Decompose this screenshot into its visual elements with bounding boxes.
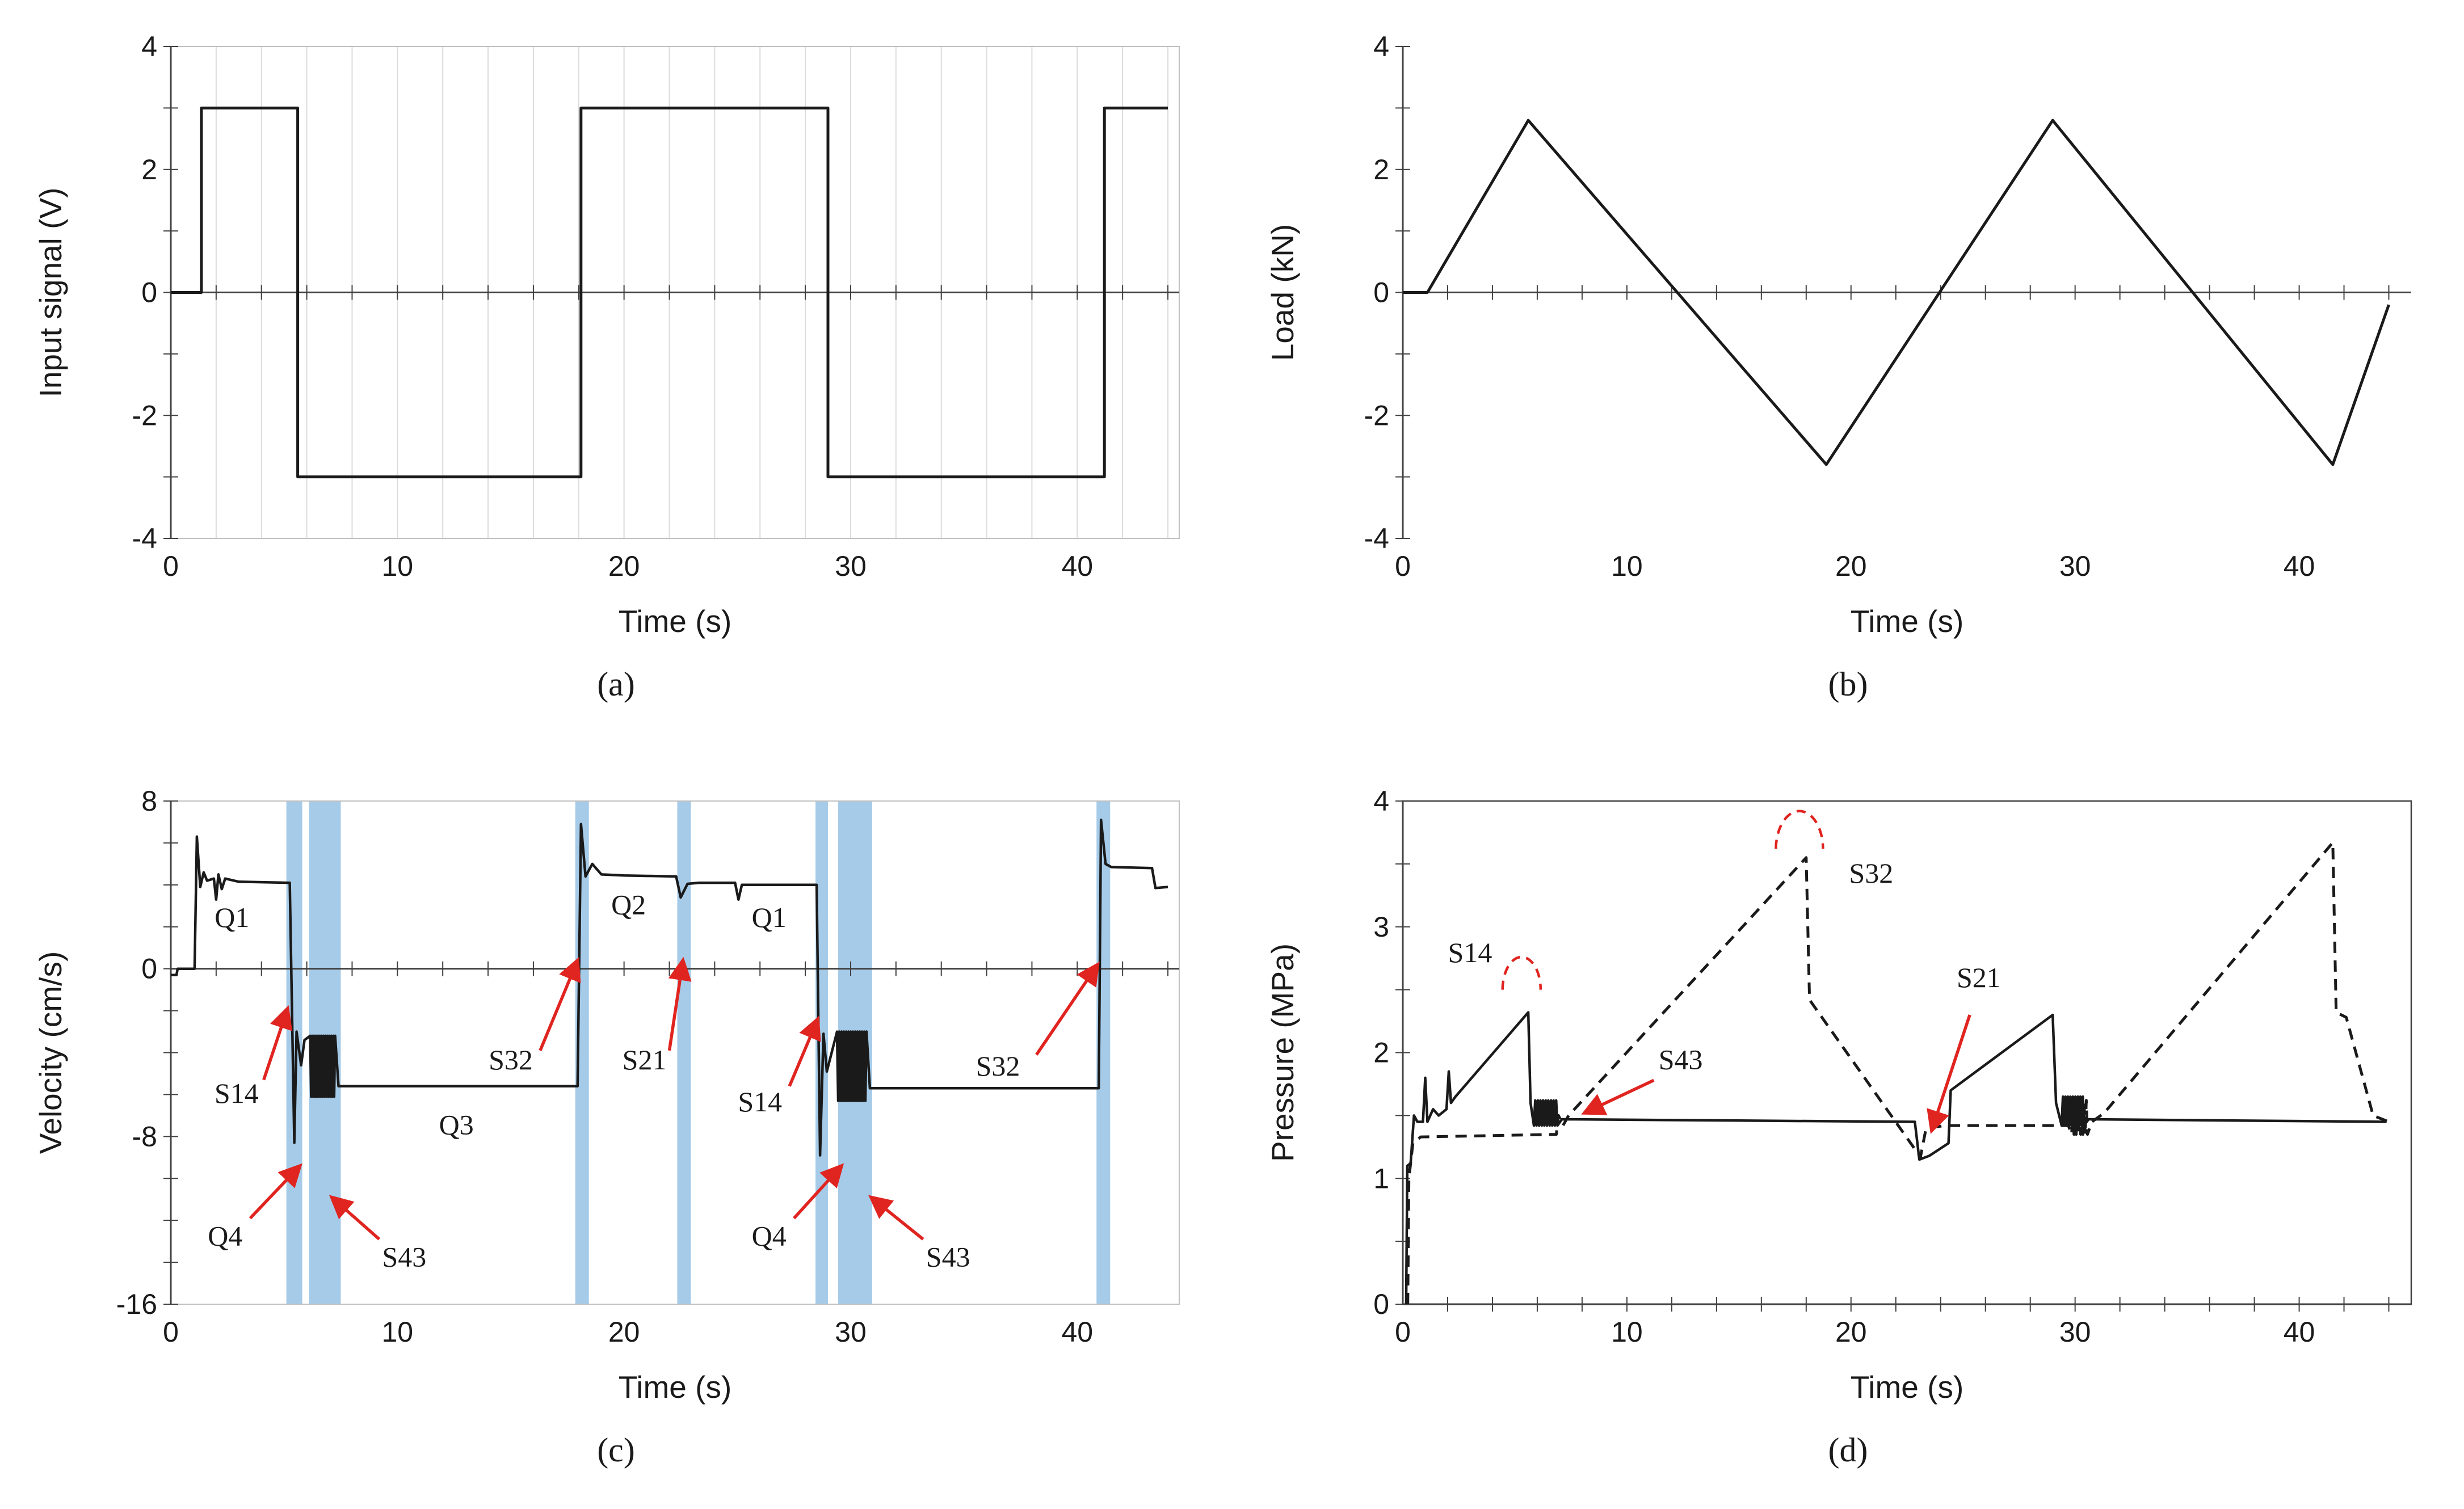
x-tick-label: 10 bbox=[381, 1316, 413, 1348]
y-tick-label: 4 bbox=[1373, 31, 1389, 62]
series-pressure-dashed bbox=[1406, 841, 2389, 1305]
y-tick-label: 8 bbox=[141, 785, 157, 817]
y-tick-label: 0 bbox=[1373, 1288, 1389, 1320]
annotation-arrow bbox=[1926, 1014, 1971, 1134]
series-velocity bbox=[170, 819, 1168, 1157]
y-axis-title: Velocity (cm/s) bbox=[33, 951, 68, 1154]
series-load bbox=[1402, 119, 2390, 466]
annotation-label: S43 bbox=[926, 1241, 970, 1272]
annotation-arc bbox=[1774, 810, 1824, 849]
annotation-arrow bbox=[249, 1163, 302, 1220]
x-tick-label: 40 bbox=[1061, 1316, 1093, 1348]
panel-pressure: 0 10 20 30 40 0 1 2 3 4 Time (s) Pressure (MPa) S14 S… bbox=[1255, 764, 2441, 1500]
panel-c-caption: (c) bbox=[597, 1431, 635, 1469]
y-tick-label: 0 bbox=[1373, 277, 1389, 309]
chart-input-signal: 0 10 20 30 40 -4 -2 0 2 4 Time (s) Input signal (V) bbox=[33, 31, 1180, 639]
annotation-label: Q4 bbox=[208, 1220, 242, 1252]
y-tick-label: 0 bbox=[141, 953, 157, 985]
plot-border bbox=[1402, 800, 2412, 1305]
x-tick-label: 30 bbox=[2059, 550, 2091, 582]
x-tick-label: 10 bbox=[1611, 1316, 1643, 1348]
annotation-arrow bbox=[667, 956, 692, 1051]
y-axis-title: Pressure (MPa) bbox=[1265, 943, 1300, 1162]
y-tick-label: -2 bbox=[132, 399, 157, 431]
annotation-label: S21 bbox=[1956, 962, 2000, 993]
annotation-label: S14 bbox=[1448, 937, 1492, 968]
x-axis-title: Time (s) bbox=[618, 604, 731, 639]
annotation-label: S14 bbox=[214, 1077, 258, 1109]
annotation-label: S43 bbox=[382, 1241, 426, 1272]
x-tick-label: 30 bbox=[835, 550, 867, 582]
series-input-signal bbox=[170, 106, 1168, 479]
x-axis-title: Time (s) bbox=[618, 1369, 731, 1405]
panel-b-caption: (b) bbox=[1828, 665, 1868, 703]
x-tick-label: 0 bbox=[163, 1316, 179, 1348]
x-tick-label: 40 bbox=[1061, 550, 1093, 582]
annotation-arrow bbox=[868, 1195, 924, 1241]
x-tick-label: 10 bbox=[381, 550, 413, 582]
chart-pressure: 0 10 20 30 40 0 1 2 3 4 Time (s) Pressure (MPa) S14 S… bbox=[1265, 785, 2412, 1405]
annotation-arrow bbox=[1580, 1078, 1654, 1115]
x-tick-label: 10 bbox=[1611, 550, 1643, 582]
panel-velocity: 0 10 20 30 40 -16 -8 0 8 Time (s) Velocity (cm/s) Q… bbox=[23, 764, 1209, 1500]
y-axis-title: Load (kN) bbox=[1265, 224, 1300, 361]
annotation-label: Q1 bbox=[215, 901, 249, 933]
series-pressure-solid bbox=[1405, 1011, 2387, 1305]
annotation-arrow bbox=[1035, 962, 1100, 1056]
x-tick-label: 40 bbox=[2283, 550, 2315, 582]
annotation-arrow bbox=[262, 1005, 292, 1081]
y-tick-label: -4 bbox=[1364, 522, 1389, 554]
y-tick-label: 2 bbox=[1373, 1037, 1389, 1069]
x-tick-label: 30 bbox=[835, 1316, 867, 1348]
chart-load: 0 10 20 30 40 -4 -2 0 2 4 Time (s) Load (kN) bbox=[1265, 31, 2411, 639]
annotation-label: S43 bbox=[1658, 1043, 1702, 1075]
annotation-label: S32 bbox=[489, 1044, 533, 1076]
annotation-label: S32 bbox=[975, 1050, 1020, 1082]
y-tick-label: 2 bbox=[1373, 154, 1389, 186]
y-tick-label: -8 bbox=[132, 1120, 157, 1152]
annotation-label: Q3 bbox=[439, 1109, 473, 1141]
x-tick-label: 20 bbox=[608, 1316, 640, 1348]
x-axis-title: Time (s) bbox=[1850, 1369, 1963, 1405]
y-axis-title: Input signal (V) bbox=[33, 188, 68, 398]
panel-load: 0 10 20 30 40 -4 -2 0 2 4 Time (s) Load (kN) (b) bbox=[1255, 9, 2441, 745]
switch-band bbox=[676, 801, 691, 1304]
y-tick-label: 3 bbox=[1373, 911, 1389, 943]
x-tick-label: 40 bbox=[2283, 1316, 2315, 1348]
annotation-arc bbox=[1500, 955, 1542, 990]
x-tick-label: 20 bbox=[1835, 1316, 1866, 1348]
x-tick-label: 20 bbox=[608, 550, 640, 582]
y-tick-label: 2 bbox=[141, 154, 157, 186]
panel-a-caption: (a) bbox=[597, 665, 635, 703]
y-tick-label: -4 bbox=[132, 522, 157, 554]
x-tick-label: 20 bbox=[1835, 550, 1866, 582]
x-tick-label: 0 bbox=[1395, 550, 1411, 582]
y-tick-label: -16 bbox=[116, 1288, 157, 1320]
annotation-arrow bbox=[792, 1163, 844, 1220]
y-tick-label: -2 bbox=[1364, 399, 1389, 431]
annotation-label: S32 bbox=[1849, 857, 1893, 889]
panel-d-caption: (d) bbox=[1828, 1431, 1868, 1469]
x-axis-title: Time (s) bbox=[1850, 604, 1963, 639]
annotation-label: Q1 bbox=[751, 901, 786, 933]
annotation-label: Q2 bbox=[611, 889, 646, 921]
panel-input-signal: 0 10 20 30 40 -4 -2 0 2 4 Time (s) Input signal (V)… bbox=[23, 9, 1209, 745]
chart-velocity: 0 10 20 30 40 -16 -8 0 8 Time (s) Velocity (cm/s) Q… bbox=[33, 785, 1180, 1405]
annotation-arrow bbox=[329, 1195, 380, 1241]
y-tick-label: 4 bbox=[1373, 785, 1389, 817]
annotation-label: S14 bbox=[738, 1086, 782, 1118]
x-tick-label: 0 bbox=[1395, 1316, 1411, 1348]
y-tick-label: 1 bbox=[1373, 1162, 1389, 1194]
x-tick-label: 0 bbox=[163, 550, 179, 582]
annotation-label: Q4 bbox=[751, 1220, 786, 1252]
annotation-arrow bbox=[538, 957, 581, 1051]
y-tick-label: 0 bbox=[141, 277, 157, 309]
annotation-label: S21 bbox=[622, 1044, 666, 1076]
y-tick-label: 4 bbox=[141, 31, 157, 62]
annotation-arrow bbox=[788, 1015, 821, 1087]
x-tick-label: 30 bbox=[2059, 1316, 2091, 1348]
